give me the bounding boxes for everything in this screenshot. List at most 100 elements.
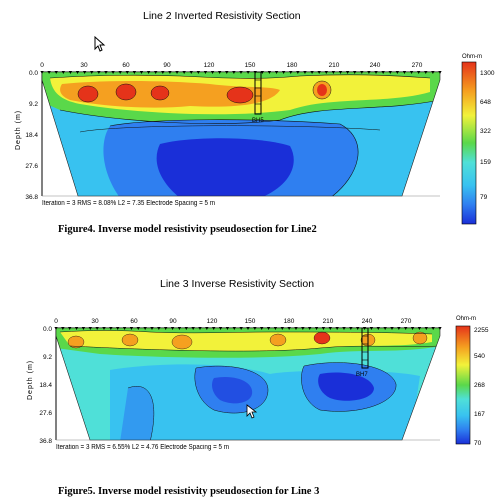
electrode-marker [143,327,147,330]
electrode-marker [317,71,321,74]
electrode-marker [95,327,99,330]
section-title: Line 2 Inverted Resistivity Section [143,10,301,22]
electrode-marker [154,71,158,74]
electrode-marker [404,327,408,330]
electrode-marker [232,327,236,330]
electrode-marker [239,327,243,330]
electrode-marker [301,327,305,330]
electrode-markers [54,327,442,330]
colorbar-tick: 2255 [474,327,489,334]
resistivity-model [42,72,440,196]
colorbar-tick: 322 [480,128,491,135]
electrode-marker [349,327,353,330]
figure-caption: Figure5. Inverse model resistivity pseud… [58,486,320,497]
electrode-marker [40,71,44,74]
depth-axis-label: Depth (m) [15,110,22,150]
depth-tick: 9.2 [43,354,52,361]
x-tick: 120 [204,62,215,69]
electrode-marker [294,327,298,330]
electrode-markers [40,71,442,74]
electrode-marker [75,71,80,74]
electrode-marker [367,71,371,74]
electrode-marker [402,71,407,74]
colorbar-unit: Ohm-m [462,54,482,60]
electrode-marker [266,327,271,330]
x-tick: 180 [287,62,298,69]
x-tick: 240 [370,62,381,69]
colorbar-tick-labels: 1300 648 322 159 79 [480,70,495,201]
colorbar-tick: 540 [474,353,485,360]
electrode-marker [170,327,175,330]
electrode-marker [321,327,326,330]
electrode-marker [239,71,243,74]
electrode-marker [346,71,350,74]
figure-caption: Figure4. Inverse model resistivity pseud… [58,224,317,235]
electrode-marker [438,71,442,74]
depth-tick-labels: 0.0 9.2 18.4 27.6 36.8 [25,70,38,201]
electrode-marker [182,71,186,74]
electrode-marker [218,327,223,330]
electrode-marker [225,327,230,330]
x-tick: 30 [80,62,88,69]
colorbar-tick: 167 [474,411,485,418]
electrode-marker [376,327,380,330]
x-tick: 90 [169,318,177,325]
electrode-marker [177,327,182,330]
depth-tick: 27.6 [39,410,52,417]
electrode-marker [150,327,154,330]
electrode-marker [225,71,229,74]
colorbar [461,61,477,225]
electrode-marker [356,327,360,330]
electrode-marker [274,71,279,74]
x-tick: 60 [130,318,138,325]
electrode-marker [184,327,188,330]
electrode-marker [438,327,442,330]
electrode-marker [395,71,399,74]
depth-tick: 18.4 [25,132,38,139]
electrode-marker [210,71,215,74]
electrode-marker [314,327,319,330]
figure-5-panel: Line 3 Inverse Resistivity Section [0,250,500,500]
electrode-marker [218,71,222,74]
electrode-marker [409,71,414,74]
electrode-marker [431,327,435,330]
resistivity-model [56,328,440,440]
colorbar-tick: 79 [480,194,488,201]
section-title: Line 3 Inverse Resistivity Section [160,278,315,290]
depth-tick: 0.0 [29,70,38,77]
electrode-marker [164,327,168,330]
electrode-marker [381,71,385,74]
electrode-marker [68,327,72,330]
electrode-marker [232,71,236,74]
electrode-marker [212,327,216,330]
electrode-marker [189,71,193,74]
electrode-marker [168,71,172,74]
electrode-marker [260,71,264,74]
electrode-marker [54,327,58,330]
colorbar-tick: 648 [480,99,491,106]
colorbar-tick: 268 [474,382,485,389]
electrode-marker [308,327,312,330]
electrode-marker [369,327,374,330]
x-tick: 270 [412,62,423,69]
electrode-marker [360,71,364,74]
electrode-marker [139,71,144,74]
electrode-marker [342,327,346,330]
colorbar-tick-labels: 2255 540 268 167 70 [474,327,489,447]
electrode-marker [335,327,339,330]
electrode-marker [102,327,106,330]
electrode-marker [83,71,87,74]
electrode-marker [74,327,79,330]
electrode-marker [157,327,161,330]
electrode-marker [88,327,92,330]
electrode-marker [410,327,415,330]
electrode-marker [310,71,314,74]
electrode-marker [383,327,387,330]
x-tick: 210 [329,62,340,69]
depth-tick: 27.6 [25,163,38,170]
x-tick: 0 [54,318,58,325]
x-tick: 150 [245,62,256,69]
electrode-marker [397,327,401,330]
resistivity-section-plot: BH5 0 30 60 90 120 150 180 210 240 270 0… [15,54,495,225]
depth-tick-labels: 0.0 9.2 18.4 27.6 36.8 [39,326,52,445]
